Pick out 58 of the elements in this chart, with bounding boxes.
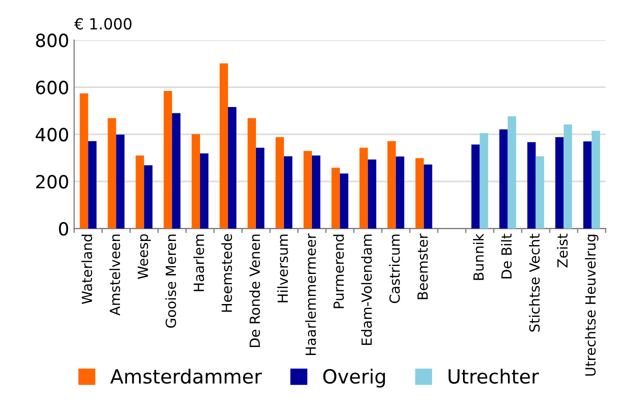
x-tick-label: Stichtse Vecht <box>528 234 540 332</box>
x-tick-label: Edam-Volendam <box>361 234 372 345</box>
x-tick-label: Beemster <box>418 233 428 300</box>
bar <box>88 141 97 229</box>
bar <box>424 164 432 229</box>
x-tick-label: Weesp <box>138 234 151 280</box>
bar <box>144 165 152 229</box>
bar <box>284 156 292 229</box>
bar <box>359 148 368 229</box>
x-tick-label: Gooise Meren <box>165 234 176 328</box>
x-tick-label: Haarlemmermeer <box>305 233 316 356</box>
y-axis-title: € 1.000 <box>74 18 132 30</box>
bar <box>312 156 320 229</box>
bar <box>592 130 600 229</box>
bar <box>200 153 208 229</box>
x-tick-label: Zeist <box>556 234 568 268</box>
bar <box>192 134 200 229</box>
x-tick-label: De Ronde Venen <box>249 234 260 347</box>
y-tick-label: 0 <box>59 222 68 236</box>
x-tick-label: Utrechtse Heuvelrug <box>584 234 598 376</box>
y-tick-label: 800 <box>36 34 68 48</box>
x-tick-label: Hilversum <box>277 234 288 302</box>
bar <box>256 148 264 229</box>
bar <box>368 160 376 229</box>
x-tick-label: De Bilt <box>501 234 512 278</box>
bar <box>108 118 116 229</box>
x-tick-label: Bunnik <box>473 233 484 280</box>
bar <box>340 173 348 229</box>
bar <box>508 116 516 229</box>
y-tick-label: 400 <box>36 128 68 142</box>
bar <box>387 141 396 229</box>
bar <box>304 151 312 229</box>
x-tick-label: Amstelveen <box>109 234 120 316</box>
bar <box>116 134 125 229</box>
legend-label: Amsterdammer <box>110 368 262 384</box>
bar <box>276 137 284 229</box>
bar <box>480 133 488 229</box>
bar <box>136 156 144 229</box>
x-tick-label: Heemstede <box>221 234 232 312</box>
bar <box>80 93 88 229</box>
x-tick-label: Castricum <box>389 234 400 304</box>
bar <box>164 90 172 229</box>
bar <box>564 124 572 229</box>
bar <box>220 63 228 229</box>
y-tick-label: 600 <box>36 80 68 94</box>
legend-label: Utrechter <box>448 368 539 384</box>
bar <box>332 168 340 229</box>
legend-label: Overig <box>323 368 385 388</box>
bar <box>536 156 544 229</box>
x-tick-label: Haarlem <box>193 234 204 292</box>
bar <box>415 158 424 229</box>
y-tick-label: 200 <box>36 174 68 189</box>
bar <box>248 118 256 229</box>
x-tick-label: Purmerend <box>333 234 344 308</box>
bar <box>228 107 236 229</box>
bar <box>172 113 180 229</box>
bar <box>396 156 404 229</box>
x-tick-label: Waterland <box>81 234 92 304</box>
